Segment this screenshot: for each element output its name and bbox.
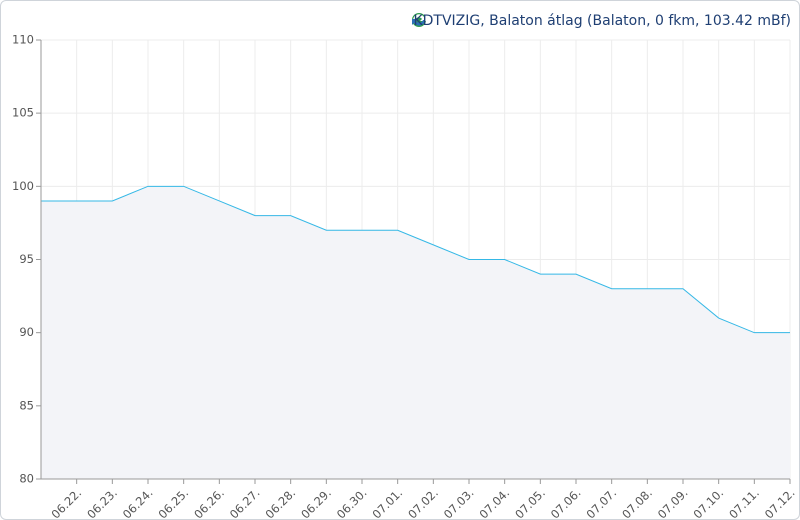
x-tick-label: 06.28. bbox=[262, 486, 298, 519]
logo-icon bbox=[412, 13, 426, 27]
y-tick-label: 100 bbox=[12, 179, 34, 193]
x-tick-label: 07.10. bbox=[690, 486, 726, 519]
x-tick-label: 06.23. bbox=[84, 486, 120, 519]
x-tick-label: 07.07. bbox=[583, 486, 619, 519]
y-tick-label: 110 bbox=[12, 33, 34, 47]
line bbox=[41, 185, 790, 334]
x-tick-label: 07.06. bbox=[548, 486, 584, 519]
y-tick-label: 80 bbox=[19, 472, 34, 486]
x-tick-label: 06.30. bbox=[334, 486, 370, 519]
x-tick-label: 07.01. bbox=[369, 486, 405, 519]
y-tick-label: 85 bbox=[19, 398, 34, 412]
y-tick-label: 105 bbox=[12, 106, 34, 120]
x-tick-label: 06.24. bbox=[120, 486, 156, 519]
x-tick-label: 06.25. bbox=[155, 486, 191, 519]
x-tick-label: 07.04. bbox=[476, 486, 512, 519]
y-tick-label: 90 bbox=[19, 325, 34, 339]
x-tick-label: 06.22. bbox=[48, 486, 84, 519]
x-tick-label: 07.08. bbox=[619, 486, 655, 519]
y-tick-label: 95 bbox=[19, 252, 34, 266]
x-tick-label: 07.03. bbox=[441, 486, 477, 519]
x-tick-label: 07.02. bbox=[405, 486, 441, 519]
area bbox=[41, 186, 790, 480]
x-tick-label: 07.09. bbox=[655, 486, 691, 519]
x-tick-label: 07.12. bbox=[762, 486, 798, 519]
chart-title: KDTVIZIG, Balaton átlag (Balaton, 0 fkm,… bbox=[413, 13, 791, 29]
x-tick-label: 07.11. bbox=[726, 486, 762, 519]
x-tick-label: 06.27. bbox=[227, 486, 263, 519]
x-tick-label: 07.05. bbox=[512, 486, 548, 519]
x-tick-label: 06.26. bbox=[191, 486, 227, 519]
x-tick-label: 06.29. bbox=[298, 486, 334, 519]
